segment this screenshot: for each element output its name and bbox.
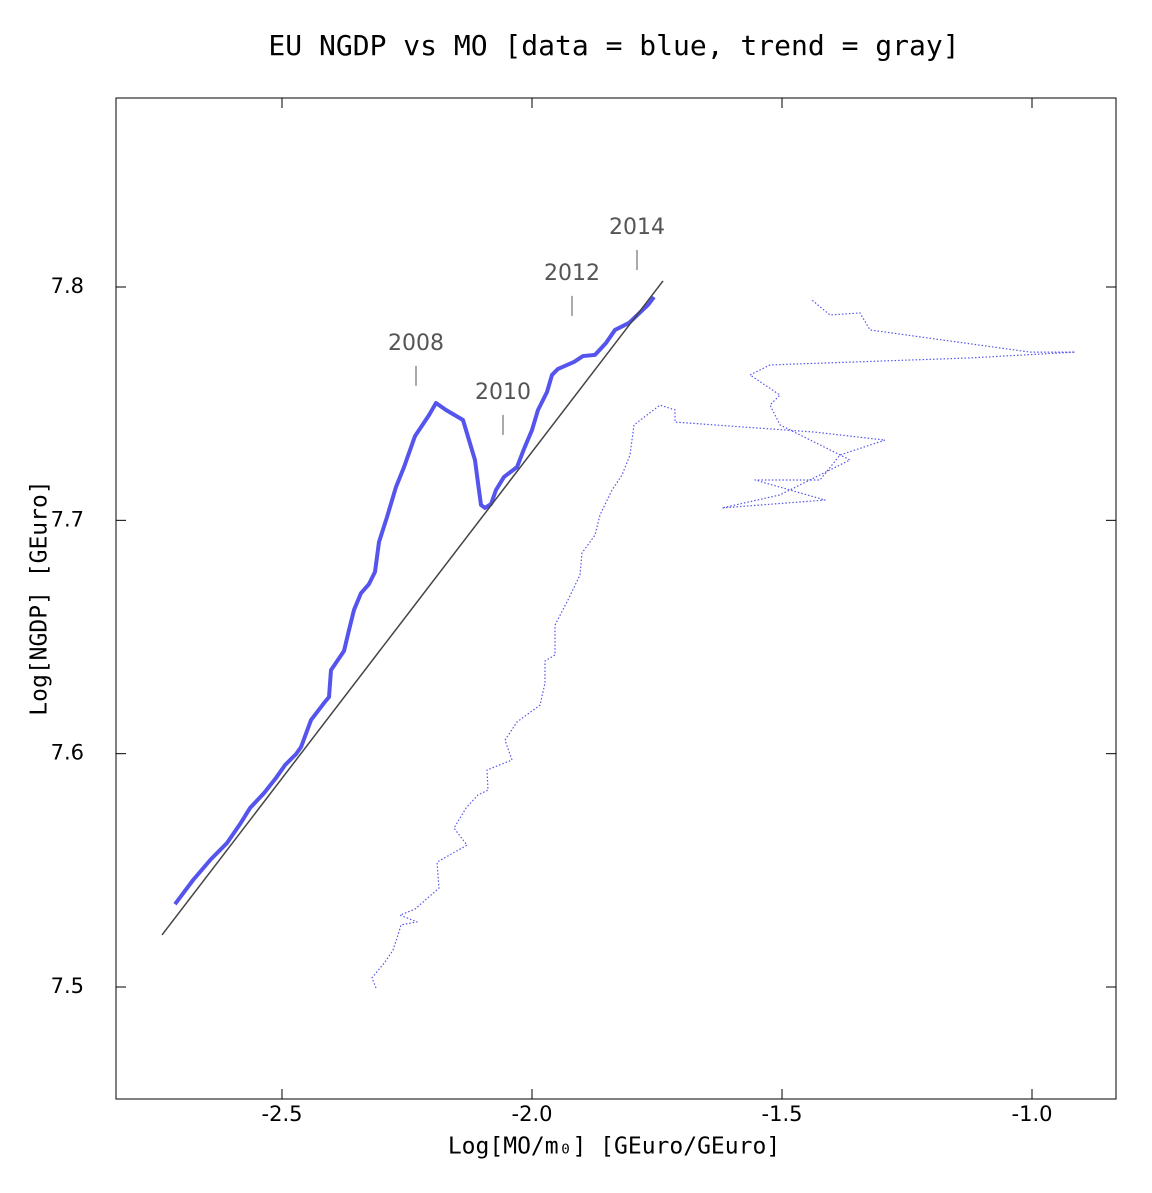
- chart-title: EU NGDP vs MO [data = blue, trend = gray…: [268, 29, 959, 62]
- annotation: 2008: [388, 331, 444, 356]
- data-line: [161, 280, 664, 936]
- x-tick-label: -2.0: [512, 1102, 553, 1126]
- x-tick-label: -2.5: [262, 1102, 303, 1126]
- x-axis-label: Log[MO/m₀] [GEuro/GEuro]: [448, 1134, 780, 1160]
- annotation: 2014: [609, 215, 665, 240]
- y-tick-label: 7.7: [51, 507, 84, 531]
- plot-frame: [115, 97, 1117, 1100]
- x-tick-label: -1.0: [1012, 1102, 1053, 1126]
- annotation: 2010: [475, 380, 531, 405]
- y-tick-label: 7.6: [51, 741, 84, 765]
- y-axis-label: Log[NGDP] [GEuro]: [27, 480, 53, 715]
- y-tick-label: 7.5: [51, 974, 84, 998]
- y-tick-label: 7.8: [51, 274, 84, 298]
- data-line: [173, 295, 656, 906]
- x-tick-label: -1.5: [762, 1102, 803, 1126]
- annotation: 2012: [544, 261, 600, 286]
